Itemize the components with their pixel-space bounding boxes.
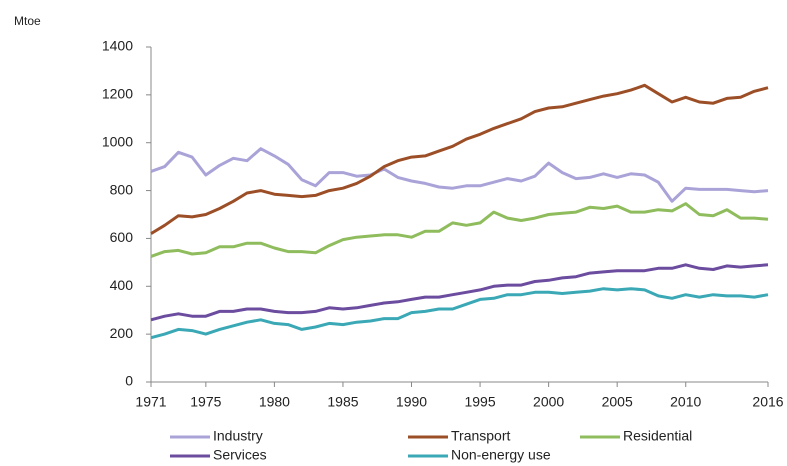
x-tick-label: 2010 (670, 394, 701, 410)
legend-label: Non-energy use (451, 447, 551, 463)
x-tick-label: 2005 (602, 394, 633, 410)
x-tick-label: 1985 (327, 394, 358, 410)
y-tick-label: 0 (125, 373, 133, 389)
line-series (150, 83, 769, 235)
x-tick-label: 1990 (396, 394, 427, 410)
line-series (150, 263, 769, 322)
x-tick-label: 1995 (464, 394, 495, 410)
line-series (150, 147, 769, 203)
y-tick-label: 200 (110, 325, 134, 341)
y-tick-label: 1200 (102, 86, 133, 102)
x-tick-label: 1971 (135, 394, 166, 410)
legend-label: Services (213, 447, 267, 463)
x-tick-label: 1975 (190, 394, 221, 410)
x-tick-label: 2016 (752, 394, 783, 410)
y-axis-unit: Mtoe (14, 14, 41, 28)
y-tick-label: 600 (110, 229, 134, 245)
y-tick-label: 1400 (102, 38, 133, 54)
legend-label: Industry (213, 428, 263, 444)
y-tick-label: 400 (110, 277, 134, 293)
line-series (150, 202, 769, 258)
y-tick-label: 1000 (102, 133, 133, 149)
line-series (150, 287, 769, 340)
x-tick-label: 2000 (533, 394, 564, 410)
legend-label: Residential (623, 428, 692, 444)
x-tick-label: 1980 (259, 394, 290, 410)
legend-label: Transport (451, 428, 511, 444)
y-tick-label: 800 (110, 181, 134, 197)
